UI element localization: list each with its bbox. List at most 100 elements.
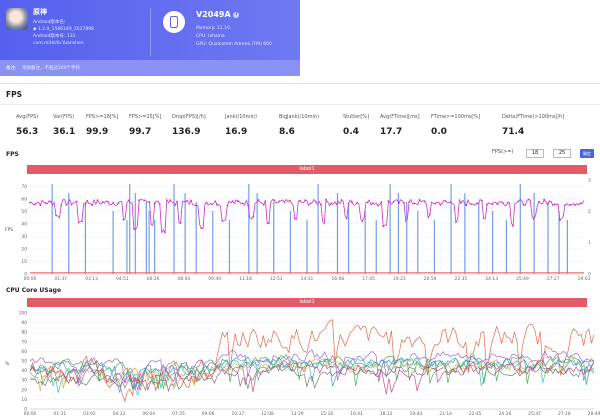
stat-value: 56.3 (16, 127, 39, 137)
fps-point (288, 199, 291, 202)
fps-point (107, 200, 109, 203)
cpu-core-line (29, 357, 595, 397)
fps-label-banner: label1 (27, 165, 587, 174)
fps-point (314, 200, 317, 203)
fps-threshold-input-1[interactable]: 18 (526, 149, 544, 158)
fps-point (527, 198, 530, 201)
stat-value: 16.9 (225, 127, 248, 137)
fps-point (236, 200, 239, 203)
header-divider (150, 8, 151, 56)
phone-icon (163, 11, 185, 33)
cpu-y-axis-label: % (5, 362, 10, 367)
note-bar[interactable]: 备注: 添加备注，不超过200个字符 (0, 60, 300, 76)
x-tick-label: 04:51 (116, 276, 129, 282)
fps-point (268, 222, 270, 224)
stat-item: Jank(/10min) 16.9 (225, 114, 257, 137)
fps-point (543, 198, 546, 201)
fps-point (361, 220, 364, 223)
fps-point (252, 215, 255, 218)
x-tick-label: 20:59 (424, 276, 437, 282)
x-tick-label: 03:13 (85, 276, 98, 282)
stat-item: Stutter[%] 0.4 (343, 114, 369, 137)
cpu-core-line (29, 359, 595, 395)
cpu-chart: 0 10 20 30 40 50 60 70 80 90 100 00:00 01:31 03:02 04:… (19, 311, 600, 418)
x-tick-label: 09:40 (208, 276, 221, 282)
fps-point (320, 203, 322, 206)
y-tick-label: 90 (21, 320, 27, 326)
fps-point (65, 204, 68, 206)
fps-y-axis-label: FPS (5, 228, 14, 233)
stat-item: FPS>=18[%] 99.9 (86, 114, 118, 137)
fps-point (294, 217, 296, 220)
fps-point (371, 202, 374, 205)
note-input[interactable]: 添加备注，不超过200个字符 (21, 66, 81, 71)
device-info: Memory: 11.1G CPU: lahaina GPU: Qualcomm… (196, 25, 272, 49)
stat-label: FTime>=100ms[%] (431, 114, 481, 120)
stat-item: Avg(FPS) 56.3 (16, 114, 38, 137)
fps-point (49, 200, 52, 203)
y-tick-label: 10 (21, 397, 27, 403)
fps-point (169, 199, 172, 202)
fps-threshold-input-2[interactable]: 25 (553, 149, 571, 158)
fps-point (101, 201, 104, 203)
fps-point (574, 204, 577, 206)
y-tick-label: 60 (21, 349, 27, 355)
fps-point (517, 200, 520, 203)
fps-point (444, 200, 447, 202)
fps-point (475, 202, 478, 205)
fps-point (273, 199, 275, 201)
confirm-button[interactable]: 确定 (580, 149, 594, 158)
x-tick-label: 01:37 (54, 276, 67, 282)
fps-point (299, 199, 301, 202)
fps-point (569, 203, 571, 206)
app-info-line: ◆ 1.2.0_1566149_1627898 (33, 27, 94, 32)
app-name: 原神 (33, 8, 47, 16)
stat-label: BigJank(/10min) (279, 114, 319, 120)
cpu-core-line (29, 354, 595, 390)
fps-point (153, 202, 156, 205)
y2-tick-label: 2 (588, 209, 591, 215)
stat-label: Jank(/10min) (225, 114, 257, 120)
fps-point (387, 200, 390, 202)
fps-point (143, 199, 146, 202)
x-tick-label: 16:41 (350, 411, 363, 417)
cpu-label-banner: label1 (27, 298, 587, 307)
x-tick-label: 09:06 (202, 411, 215, 417)
section-title: FPS (6, 90, 23, 99)
cpu-chart-title: CPU Core USage (6, 287, 62, 294)
x-tick-label: 06:04 (142, 411, 155, 417)
fps-point (148, 201, 151, 204)
x-tick-label: 15:10 (321, 411, 334, 417)
fps-point (39, 204, 42, 207)
x-tick-label: 06:26 (147, 276, 160, 282)
fps-point (34, 203, 37, 206)
stat-value: 136.9 (172, 127, 201, 137)
y-tick-label: 30 (21, 234, 27, 240)
fps-point (470, 203, 473, 205)
fps-point (283, 201, 286, 204)
y-tick-label: 40 (21, 221, 27, 227)
y2-tick-label: 1 (588, 240, 591, 246)
fps-point (75, 200, 78, 203)
fps-point (392, 200, 395, 203)
x-tick-label: 03:02 (83, 411, 96, 417)
x-tick-label: 27:27 (547, 276, 560, 282)
fps-point (512, 225, 514, 227)
stat-item: Delta(FTime)>100ms[/h] 71.4 (502, 114, 564, 137)
fps-point (532, 217, 535, 220)
device-info-line: Memory: 11.1G (196, 26, 231, 31)
fps-point (481, 199, 483, 202)
x-tick-label: 13:39 (291, 411, 304, 417)
fps-point (210, 203, 213, 206)
fps-point (408, 201, 410, 203)
fps-point (190, 199, 192, 202)
fps-point (506, 201, 509, 204)
stat-item: FPS>=25[%] 99.7 (129, 114, 161, 137)
stat-item: FTime>=100ms[%] 0.0 (431, 114, 480, 137)
x-tick-label: 29:03 (578, 276, 591, 282)
x-tick-label: 11:18 (239, 276, 252, 282)
fps-point (304, 199, 307, 202)
info-icon[interactable]: i (233, 11, 240, 18)
cpu-core-line (29, 349, 595, 390)
fps-point (340, 199, 343, 201)
